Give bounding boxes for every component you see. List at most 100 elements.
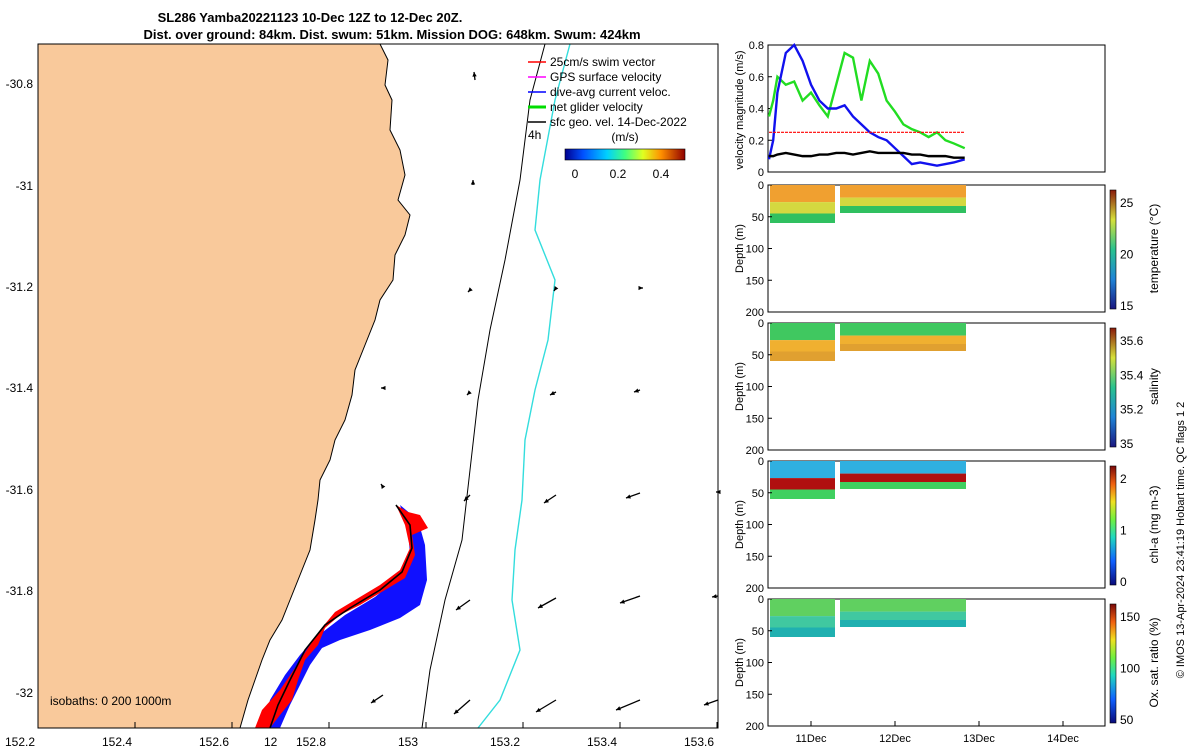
lat-tick-label: -30.8 bbox=[6, 77, 34, 91]
colorbar-title: salinity bbox=[1147, 368, 1161, 405]
section-lower bbox=[770, 351, 835, 361]
scale-label: 4h bbox=[528, 128, 541, 142]
sfc-vector-head bbox=[381, 484, 386, 489]
depth-tick-label: 50 bbox=[752, 488, 764, 500]
depth-tick-label: 50 bbox=[752, 350, 764, 362]
section-colorbar bbox=[1109, 189, 1117, 310]
sfc-vector-head bbox=[544, 498, 549, 503]
sfc-vector-head bbox=[716, 489, 721, 495]
sfc-vector-head bbox=[470, 180, 476, 185]
depth-ylabel: Depth (m) bbox=[734, 224, 746, 273]
depth-tick-label: 100 bbox=[746, 244, 764, 256]
section-colorbar bbox=[1109, 603, 1117, 724]
sfc-vector-head bbox=[712, 594, 717, 599]
lon-tick-label: 153.2 bbox=[490, 735, 520, 749]
section-mid bbox=[840, 473, 966, 482]
section-panel-1: 0 50 100 150 200 Depth (m) 15 20 25 temperature (… bbox=[734, 180, 1161, 319]
colorbar-tick-label: 50 bbox=[1120, 713, 1134, 727]
depth-tick-label: 100 bbox=[746, 658, 764, 670]
vel-series-dive-avg-current-veloc- bbox=[767, 43, 966, 167]
colorbar-tick-label: 35.4 bbox=[1120, 368, 1144, 382]
section-panel-4: 0 50 100 150 200 Depth (m) 50 100 150 Ox. sat. ra… bbox=[734, 594, 1161, 733]
section-mid bbox=[840, 197, 966, 206]
lon-tick-label: 153.6 bbox=[684, 735, 714, 749]
section-colorbar bbox=[1109, 465, 1117, 586]
depth-tick-label: 200 bbox=[746, 721, 764, 733]
sfc-vector-head bbox=[468, 287, 473, 292]
depth-tick-label: 0 bbox=[758, 180, 764, 192]
section-mid bbox=[840, 611, 966, 620]
section-upper bbox=[840, 599, 966, 612]
depth-tick-label: 150 bbox=[746, 413, 764, 425]
section-upper bbox=[840, 461, 966, 474]
colorbar-title: chl-a (mg m-3) bbox=[1147, 485, 1161, 563]
speed-colorbar bbox=[564, 148, 686, 161]
lon-tick-label: 152.8 bbox=[296, 735, 326, 749]
track-red bbox=[255, 505, 428, 728]
depth-ylabel: Depth (m) bbox=[734, 638, 746, 687]
sfc-vector-head bbox=[536, 707, 541, 712]
section-upper bbox=[840, 323, 966, 336]
sfc-vector-head bbox=[634, 388, 639, 393]
sfc-vector-head bbox=[638, 285, 643, 291]
section-upper bbox=[770, 461, 835, 479]
depth-tick-label: 100 bbox=[746, 520, 764, 532]
vel-ytick-label: 0.2 bbox=[749, 135, 764, 147]
colorbar-tick-label: 35 bbox=[1120, 437, 1134, 451]
lat-tick-label: -31.6 bbox=[6, 483, 34, 497]
vel-ytick-label: 0.8 bbox=[749, 40, 764, 52]
depth-ylabel: Depth (m) bbox=[734, 362, 746, 411]
sfc-vector-head bbox=[456, 605, 461, 610]
depth-tick-label: 200 bbox=[746, 307, 764, 319]
start-label: 12 bbox=[264, 735, 278, 749]
section-upper bbox=[840, 185, 966, 198]
colorbar-title: temperature (°C) bbox=[1147, 204, 1161, 294]
lat-tick-label: -31.4 bbox=[6, 381, 34, 395]
colorbar-label: (m/s) bbox=[611, 130, 638, 144]
section-colorbar bbox=[1109, 327, 1117, 448]
section-lower bbox=[840, 482, 966, 489]
sfc-vector-head bbox=[704, 701, 709, 706]
sfc-vector-head bbox=[472, 72, 477, 77]
depth-tick-label: 150 bbox=[746, 551, 764, 563]
sfc-vector-head bbox=[381, 385, 386, 391]
colorbar-tick-label: 15 bbox=[1120, 299, 1134, 313]
sfc-vector-head bbox=[464, 496, 469, 501]
velocity-chart: 0 0.2 0.4 0.6 0.8 velocity magnitude (m/s) bbox=[734, 40, 1106, 179]
figure-subtitle: Dist. over ground: 84km. Dist. swum: 51k… bbox=[143, 27, 640, 42]
sfc-vector-head bbox=[616, 706, 621, 711]
current-edge-line bbox=[477, 44, 571, 728]
isobath-1000 bbox=[421, 44, 546, 728]
sfc-vector-head bbox=[550, 391, 555, 395]
section-mid bbox=[770, 616, 835, 628]
section-lower bbox=[770, 489, 835, 499]
section-lower bbox=[770, 627, 835, 637]
section-lower bbox=[770, 213, 835, 223]
sfc-vector-head bbox=[538, 603, 543, 608]
lon-tick-label: 152.4 bbox=[102, 735, 132, 749]
depth-tick-label: 0 bbox=[758, 318, 764, 330]
lon-tick-label: 153 bbox=[398, 735, 418, 749]
colorbar-tick-label: 150 bbox=[1120, 610, 1140, 624]
legend-label: 25cm/s swim vector bbox=[550, 55, 655, 69]
depth-tick-label: 150 bbox=[746, 275, 764, 287]
date-tick-label: 14Dec bbox=[1047, 733, 1079, 745]
section-upper bbox=[770, 599, 835, 617]
colorbar-tick-label: 35.6 bbox=[1120, 334, 1144, 348]
velocity-ylabel: velocity magnitude (m/s) bbox=[734, 50, 746, 169]
colorbar-tick-label: 2 bbox=[1120, 472, 1127, 486]
shelf-area bbox=[262, 505, 427, 728]
isobath-200 bbox=[269, 504, 413, 728]
sfc-vector-head bbox=[626, 494, 631, 499]
lat-tick-label: -31.8 bbox=[6, 584, 34, 598]
legend-label: net glider velocity bbox=[550, 100, 643, 114]
colorbar-tick: 0.2 bbox=[610, 167, 627, 181]
lon-tick-label: 153.4 bbox=[587, 735, 617, 749]
velocity-axes bbox=[767, 44, 1106, 173]
section-mid bbox=[770, 202, 835, 214]
sfc-vector-head bbox=[467, 390, 472, 395]
lon-tick-label: 152.2 bbox=[5, 735, 35, 749]
